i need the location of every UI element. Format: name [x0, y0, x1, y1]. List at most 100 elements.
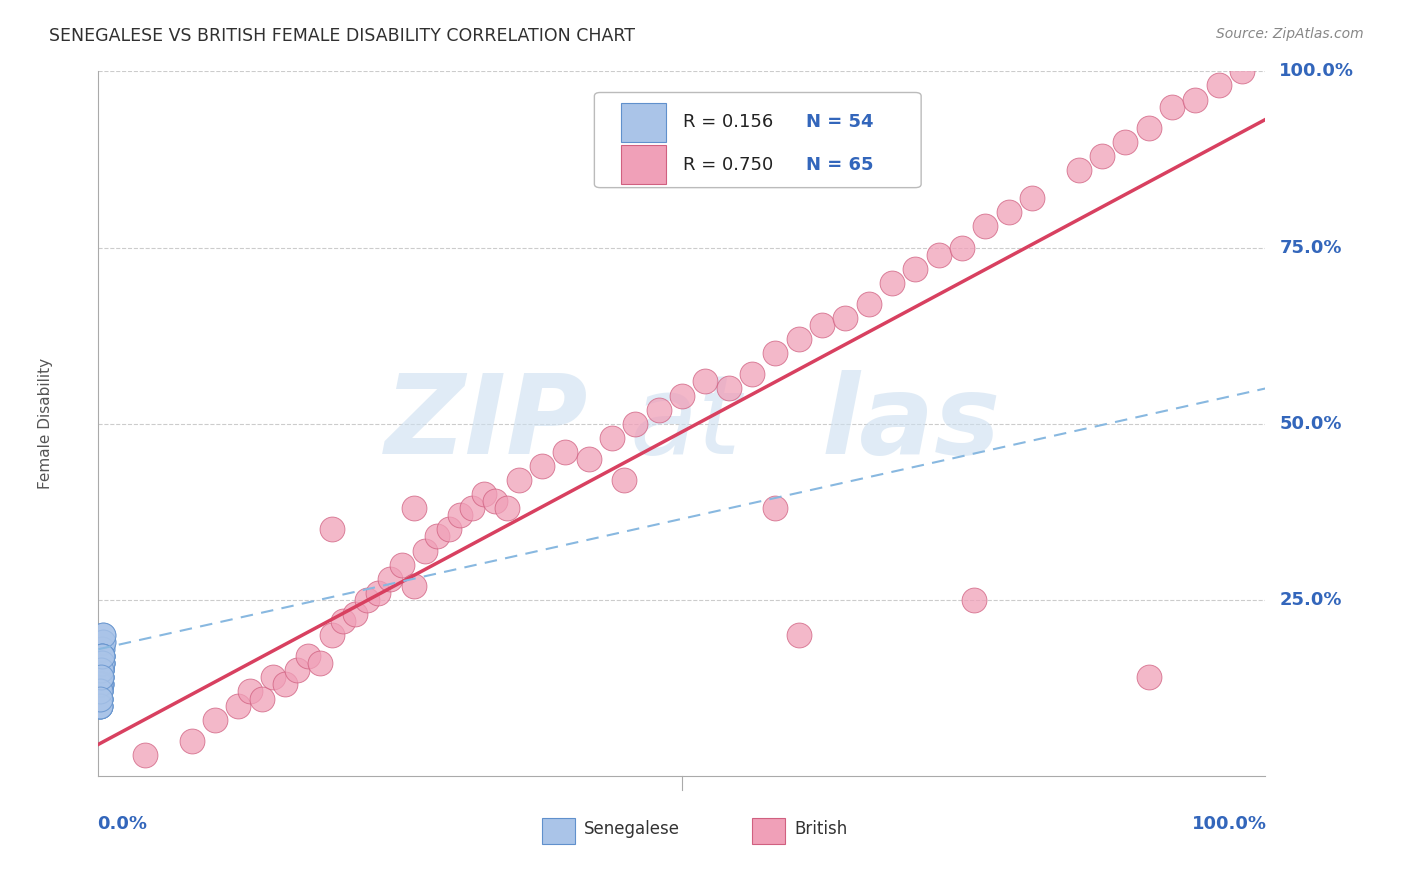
Point — [90, 657, 112, 671]
Point — [1184, 93, 1206, 107]
Point — [89, 691, 111, 706]
Point — [239, 684, 262, 698]
Point — [90, 677, 112, 691]
Point — [89, 684, 111, 698]
Point — [1067, 163, 1090, 178]
Point — [90, 664, 112, 678]
Point — [90, 670, 112, 684]
Point — [461, 501, 484, 516]
Point — [332, 614, 354, 628]
FancyBboxPatch shape — [541, 818, 575, 845]
Point — [90, 664, 112, 678]
Point — [1114, 135, 1136, 149]
Point — [91, 628, 114, 642]
Point — [89, 698, 111, 713]
Point — [297, 649, 319, 664]
Point — [89, 691, 111, 706]
Point — [90, 657, 112, 671]
Text: 75.0%: 75.0% — [1279, 238, 1341, 257]
Point — [90, 677, 112, 691]
Point — [962, 592, 984, 607]
Point — [285, 664, 308, 678]
Point — [624, 417, 647, 431]
Point — [600, 431, 623, 445]
Text: British: British — [794, 820, 848, 838]
Point — [834, 311, 856, 326]
Point — [262, 670, 284, 684]
FancyBboxPatch shape — [752, 818, 785, 845]
Text: ZIP: ZIP — [385, 370, 589, 477]
Point — [1161, 100, 1184, 114]
Point — [880, 276, 903, 290]
Point — [89, 684, 111, 698]
Point — [787, 628, 810, 642]
Text: 0.0%: 0.0% — [97, 814, 148, 833]
Point — [90, 670, 112, 684]
Point — [90, 649, 112, 664]
Point — [763, 346, 786, 360]
Text: 100.0%: 100.0% — [1279, 62, 1354, 80]
Point — [90, 670, 112, 684]
Point — [858, 297, 880, 311]
Point — [1208, 78, 1230, 93]
Point — [90, 670, 112, 684]
Point — [496, 501, 519, 516]
Point — [90, 657, 112, 671]
Point — [89, 670, 111, 684]
Point — [89, 677, 111, 691]
Point — [402, 501, 425, 516]
Point — [250, 691, 273, 706]
Point — [89, 684, 111, 698]
Point — [974, 219, 997, 234]
Text: N = 54: N = 54 — [806, 113, 873, 131]
Point — [90, 670, 112, 684]
FancyBboxPatch shape — [621, 103, 665, 142]
Point — [508, 473, 530, 487]
Point — [89, 691, 111, 706]
Point — [741, 368, 763, 382]
Point — [449, 508, 471, 523]
Text: las: las — [823, 370, 1001, 477]
Point — [90, 649, 112, 664]
Point — [90, 649, 112, 664]
Point — [90, 642, 112, 657]
Point — [356, 592, 378, 607]
Point — [90, 642, 112, 657]
Point — [90, 649, 112, 664]
Point — [554, 445, 576, 459]
Point — [91, 628, 114, 642]
Point — [811, 318, 834, 332]
Point — [1137, 120, 1160, 135]
Point — [1091, 149, 1114, 163]
FancyBboxPatch shape — [595, 93, 921, 187]
Point — [91, 635, 114, 649]
Point — [89, 698, 111, 713]
Point — [647, 402, 669, 417]
Text: SENEGALESE VS BRITISH FEMALE DISABILITY CORRELATION CHART: SENEGALESE VS BRITISH FEMALE DISABILITY … — [49, 27, 636, 45]
Point — [91, 635, 114, 649]
Point — [89, 698, 111, 713]
Point — [90, 649, 112, 664]
Point — [90, 664, 112, 678]
Text: Female Disability: Female Disability — [38, 358, 53, 490]
Point — [90, 664, 112, 678]
Point — [90, 657, 112, 671]
Point — [89, 691, 111, 706]
Point — [180, 733, 202, 747]
Point — [1230, 64, 1253, 78]
Point — [89, 684, 111, 698]
Point — [228, 698, 250, 713]
Point — [426, 529, 449, 543]
Point — [90, 649, 112, 664]
Point — [1021, 191, 1043, 205]
Point — [530, 458, 553, 473]
Text: R = 0.750: R = 0.750 — [683, 156, 773, 174]
Point — [134, 747, 156, 762]
Point — [90, 657, 112, 671]
Point — [437, 523, 460, 537]
Point — [402, 579, 425, 593]
Point — [695, 375, 717, 389]
Point — [90, 664, 112, 678]
Point — [717, 382, 740, 396]
Point — [671, 388, 693, 402]
